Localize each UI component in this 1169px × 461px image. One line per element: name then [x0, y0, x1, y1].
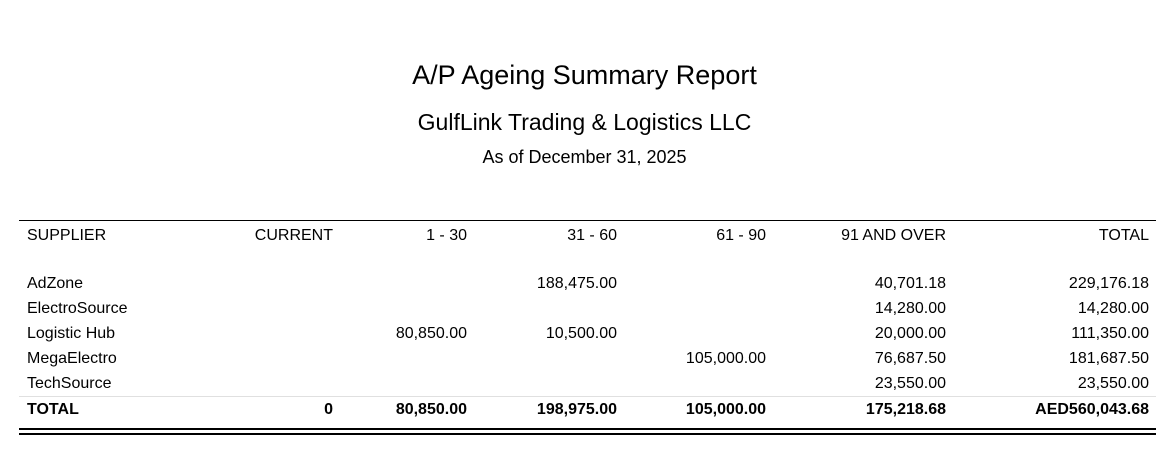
header-61-90: 61 - 90: [716, 227, 766, 244]
supplier-name[interactable]: TechSource: [27, 375, 112, 392]
table-row: MegaElectro 105,000.00 76,687.50 181,687…: [19, 346, 1156, 371]
header-91-and-over: 91 AND OVER: [841, 227, 946, 244]
supplier-name[interactable]: Logistic Hub: [27, 325, 116, 342]
table-row: TechSource 23,550.00 23,550.00: [19, 371, 1156, 396]
header-31-60: 31 - 60: [567, 227, 617, 244]
row-total: 14,280.00: [1077, 300, 1149, 317]
supplier-name[interactable]: AdZone: [27, 275, 84, 292]
table-row: Logistic Hub 80,850.00 10,500.00 20,000.…: [19, 321, 1156, 346]
supplier-name[interactable]: MegaElectro: [27, 350, 117, 367]
amount-91-and-over: 23,550.00: [874, 375, 946, 392]
total-current: 0: [324, 401, 333, 418]
amount-91-and-over: 40,701.18: [874, 275, 946, 292]
amount-91-and-over: 14,280.00: [874, 300, 946, 317]
total-1-30: 80,850.00: [395, 401, 467, 418]
row-total: 111,350.00: [1071, 325, 1149, 342]
table-row: AdZone 188,475.00 40,701.18 229,176.18: [19, 271, 1156, 296]
grand-total: AED560,043.68: [1035, 401, 1149, 418]
amount-91-and-over: 76,687.50: [874, 350, 946, 367]
row-total: 23,550.00: [1077, 375, 1149, 392]
total-label: TOTAL: [27, 401, 79, 418]
total-31-60: 198,975.00: [536, 401, 617, 418]
total-61-90: 105,000.00: [685, 401, 766, 418]
table-row: ElectroSource 14,280.00 14,280.00: [19, 296, 1156, 321]
header-supplier: SUPPLIER: [27, 227, 107, 244]
amount-91-and-over: 20,000.00: [874, 325, 946, 342]
report-date: As of December 31, 2025: [482, 147, 687, 167]
total-91-and-over: 175,218.68: [865, 401, 946, 418]
header-current: CURRENT: [254, 227, 333, 244]
report-title: A/P Ageing Summary Report: [412, 60, 757, 90]
total-double-underline: [19, 428, 1156, 435]
table-header-row: SUPPLIER CURRENT 1 - 30 31 - 60 61 - 90 …: [19, 221, 1156, 250]
supplier-name[interactable]: ElectroSource: [27, 300, 128, 317]
table-total-row: TOTAL 0 80,850.00 198,975.00 105,000.00 …: [19, 396, 1156, 422]
amount-31-60: 188,475.00: [536, 275, 617, 292]
amount-61-90: 105,000.00: [685, 350, 766, 367]
row-total: 181,687.50: [1068, 350, 1149, 367]
amount-1-30: 80,850.00: [395, 325, 467, 342]
company-name: GulfLink Trading & Logistics LLC: [417, 109, 752, 135]
header-1-30: 1 - 30: [426, 227, 467, 244]
ageing-table: SUPPLIER CURRENT 1 - 30 31 - 60 61 - 90 …: [19, 220, 1156, 422]
header-total: TOTAL: [1098, 227, 1149, 244]
row-total: 229,176.18: [1068, 275, 1149, 292]
amount-31-60: 10,500.00: [545, 325, 617, 342]
